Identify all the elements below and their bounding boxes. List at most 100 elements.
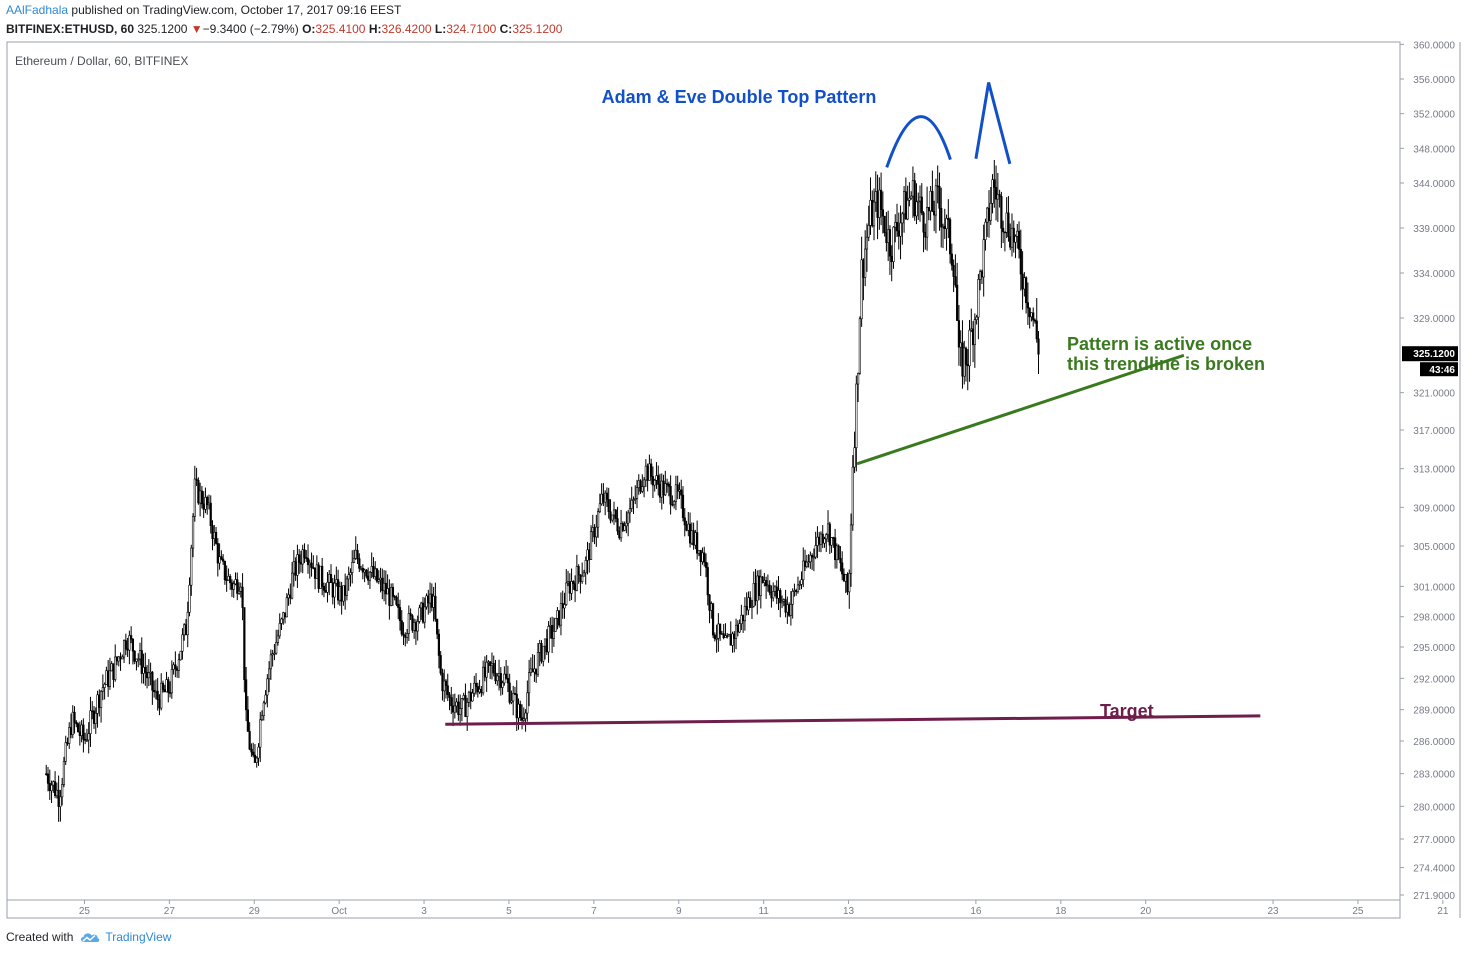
candle-body bbox=[796, 584, 800, 593]
candle-body bbox=[701, 552, 704, 562]
candle-body bbox=[287, 594, 290, 599]
candle-body bbox=[283, 612, 287, 618]
candle-body bbox=[798, 584, 801, 586]
candle-body bbox=[319, 565, 322, 589]
candle-body bbox=[268, 668, 271, 680]
candle-body bbox=[742, 614, 745, 622]
candle-body bbox=[301, 549, 304, 565]
author-link[interactable]: AAlFadhala bbox=[6, 3, 69, 17]
candle-body bbox=[184, 624, 188, 636]
candle-body bbox=[641, 486, 644, 492]
candle-body bbox=[662, 480, 665, 496]
candle-body bbox=[692, 530, 695, 546]
candle-body bbox=[920, 196, 923, 214]
candle-body bbox=[379, 577, 382, 581]
candle-body bbox=[883, 215, 886, 233]
candle-body bbox=[628, 508, 632, 514]
candle-body bbox=[591, 527, 594, 532]
candle-body bbox=[805, 561, 808, 567]
candle-body bbox=[324, 590, 327, 593]
candle-body bbox=[474, 682, 478, 687]
candle-body bbox=[913, 180, 916, 217]
candle-body bbox=[977, 279, 980, 318]
candle-body bbox=[381, 577, 384, 592]
countdown-box bbox=[1420, 362, 1458, 377]
candle-body bbox=[952, 264, 955, 277]
candle-body bbox=[857, 372, 860, 385]
candle-body bbox=[278, 623, 281, 637]
candle-body bbox=[837, 545, 840, 559]
candle-body bbox=[756, 575, 759, 602]
candle-body bbox=[825, 534, 828, 540]
candle-body bbox=[726, 635, 729, 637]
candle-body bbox=[605, 492, 609, 500]
candle-body bbox=[303, 549, 306, 558]
candle-body bbox=[457, 701, 460, 715]
candle-body bbox=[147, 672, 150, 679]
candle-body bbox=[61, 784, 64, 798]
candle-body bbox=[639, 480, 642, 492]
candle-body bbox=[766, 584, 769, 587]
candle-body bbox=[834, 537, 837, 561]
candle-body bbox=[161, 682, 165, 690]
candle-body bbox=[398, 607, 402, 622]
candle-body bbox=[370, 566, 373, 573]
candle-body bbox=[273, 652, 276, 655]
y-tick-label: 286.0000 bbox=[1413, 737, 1455, 748]
candle-body bbox=[738, 623, 741, 633]
candle-body bbox=[294, 561, 297, 576]
candle-body bbox=[768, 584, 771, 593]
candle-body bbox=[220, 556, 223, 560]
candle-body bbox=[98, 694, 101, 708]
candle-body bbox=[262, 702, 265, 716]
x-tick-label: 5 bbox=[506, 906, 512, 917]
y-axis-ticks: 360.0000 356.0000 352.0000 348.0000 344.0000… bbox=[1400, 40, 1455, 902]
candle-body bbox=[998, 194, 1001, 197]
candle-body bbox=[720, 633, 724, 636]
candle-body bbox=[779, 590, 782, 604]
candle-body bbox=[73, 711, 76, 723]
candle-body bbox=[351, 562, 354, 573]
candle-body bbox=[957, 320, 961, 348]
candle-body bbox=[257, 746, 260, 759]
published-text: published on TradingView.com, October 17… bbox=[71, 3, 402, 17]
candle-body bbox=[860, 259, 863, 320]
candle-body bbox=[826, 523, 830, 535]
candle-body bbox=[50, 784, 53, 792]
candle-body bbox=[1019, 248, 1022, 275]
candle-body bbox=[697, 550, 701, 554]
candle-body bbox=[635, 487, 639, 499]
candle-body bbox=[780, 600, 784, 604]
candle-body bbox=[812, 556, 815, 559]
candle-body bbox=[91, 710, 94, 713]
candle-body bbox=[354, 549, 357, 559]
candle-body bbox=[878, 189, 881, 218]
candle-body bbox=[568, 581, 571, 594]
candle-body bbox=[460, 698, 464, 709]
candle-body bbox=[154, 690, 158, 693]
tradingview-link[interactable]: TradingView bbox=[79, 930, 171, 944]
candle-body bbox=[763, 580, 766, 583]
candle-body bbox=[777, 590, 780, 599]
candle-body bbox=[375, 568, 379, 582]
trendline-label-line2: this trendline is broken bbox=[1067, 354, 1265, 374]
candle-body bbox=[940, 208, 943, 228]
candle-body bbox=[133, 650, 136, 662]
candle-body bbox=[520, 717, 524, 721]
candle-body bbox=[839, 557, 842, 564]
candle-body bbox=[655, 475, 658, 481]
candle-body bbox=[218, 556, 221, 564]
candle-body bbox=[724, 635, 727, 638]
candle-body bbox=[390, 587, 393, 606]
candle-body bbox=[227, 576, 230, 581]
candle-body bbox=[179, 650, 182, 661]
candle-body bbox=[959, 342, 962, 348]
candle-body bbox=[358, 558, 361, 569]
candle-body bbox=[336, 579, 340, 601]
high-value: 326.4200 bbox=[381, 22, 432, 36]
candle-body bbox=[996, 194, 999, 200]
candle-body bbox=[934, 185, 938, 216]
candle-body bbox=[473, 682, 476, 694]
candle-body bbox=[802, 560, 805, 581]
